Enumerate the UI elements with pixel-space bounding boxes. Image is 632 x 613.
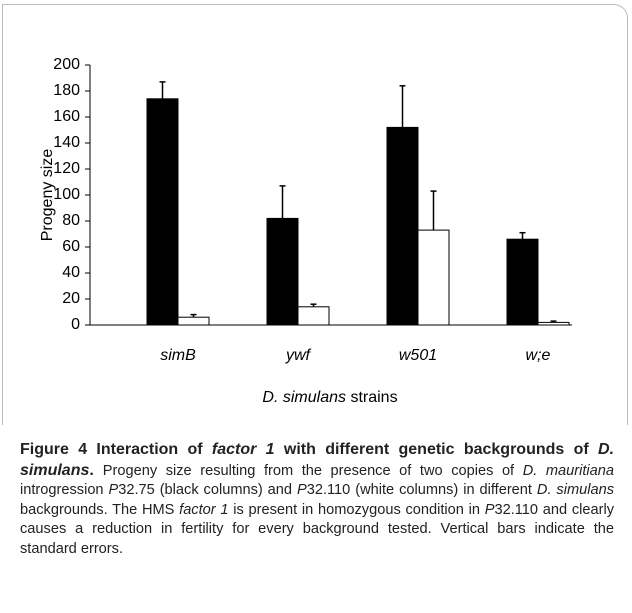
x-axis-label-part: strains bbox=[346, 389, 398, 406]
x-tick-label: w501 bbox=[399, 347, 437, 364]
caption-text: backgrounds. The HMS bbox=[20, 501, 180, 518]
bar bbox=[537, 321, 570, 326]
caption-text: 32.110 and clearly causes a reduction in… bbox=[20, 501, 615, 557]
bar bbox=[297, 306, 330, 326]
bar bbox=[177, 316, 210, 326]
y-tick-label: 140 bbox=[53, 134, 80, 151]
y-tick-label: 120 bbox=[53, 160, 80, 177]
caption-text: 32.110 (white columns) in different bbox=[306, 482, 537, 499]
y-tick-label: 20 bbox=[62, 290, 80, 307]
caption-text: 32.75 (black columns) and bbox=[118, 482, 297, 499]
caption: Figure 4 Interaction of factor 1 with di… bbox=[20, 440, 614, 560]
caption-text: introgression bbox=[20, 482, 109, 499]
caption-text: D. simulans bbox=[20, 441, 615, 479]
caption-text: Progeny size resulting from the presence… bbox=[102, 462, 523, 479]
x-axis-label-part: D. simulans bbox=[262, 389, 346, 406]
caption-text: D. simulans bbox=[536, 482, 615, 499]
caption-text: with different genetic backgrounds of bbox=[274, 441, 599, 458]
y-tick-label: 160 bbox=[53, 108, 80, 125]
bar bbox=[266, 217, 299, 326]
caption-text: . bbox=[89, 461, 103, 479]
caption-text: is present in homozygous condition in bbox=[228, 501, 485, 518]
chart: Progeny size D. simulans strains 0 20 40 60… bbox=[39, 56, 572, 406]
caption-text: P bbox=[484, 501, 495, 518]
y-tick-label: 0 bbox=[71, 316, 80, 333]
caption-text: factor 1 bbox=[211, 441, 275, 458]
caption-text: P bbox=[108, 482, 119, 499]
x-tick-label: ywf bbox=[285, 347, 312, 364]
y-axis-label: Progeny size bbox=[39, 149, 56, 242]
bar bbox=[386, 126, 419, 326]
figure-frame bbox=[2, 4, 628, 425]
y-tick-label: 200 bbox=[53, 56, 80, 73]
caption-text: D. mauritiana bbox=[522, 462, 614, 479]
caption-text: Figure 4 Interaction of bbox=[20, 441, 212, 458]
caption-text: P bbox=[296, 482, 307, 499]
y-tick-label: 40 bbox=[62, 264, 80, 281]
y-tick-label: 80 bbox=[62, 212, 80, 229]
y-tick-label: 60 bbox=[62, 238, 80, 255]
x-tick-label: simB bbox=[160, 347, 196, 364]
bar bbox=[417, 229, 450, 326]
x-tick-label: w;e bbox=[526, 347, 551, 364]
y-tick-label: 180 bbox=[53, 82, 80, 99]
x-axis-label: D. simulans strains bbox=[262, 389, 397, 406]
y-tick-label: 100 bbox=[53, 186, 80, 203]
bar bbox=[146, 98, 179, 326]
caption-text: factor 1 bbox=[179, 501, 229, 518]
bar bbox=[506, 238, 539, 326]
